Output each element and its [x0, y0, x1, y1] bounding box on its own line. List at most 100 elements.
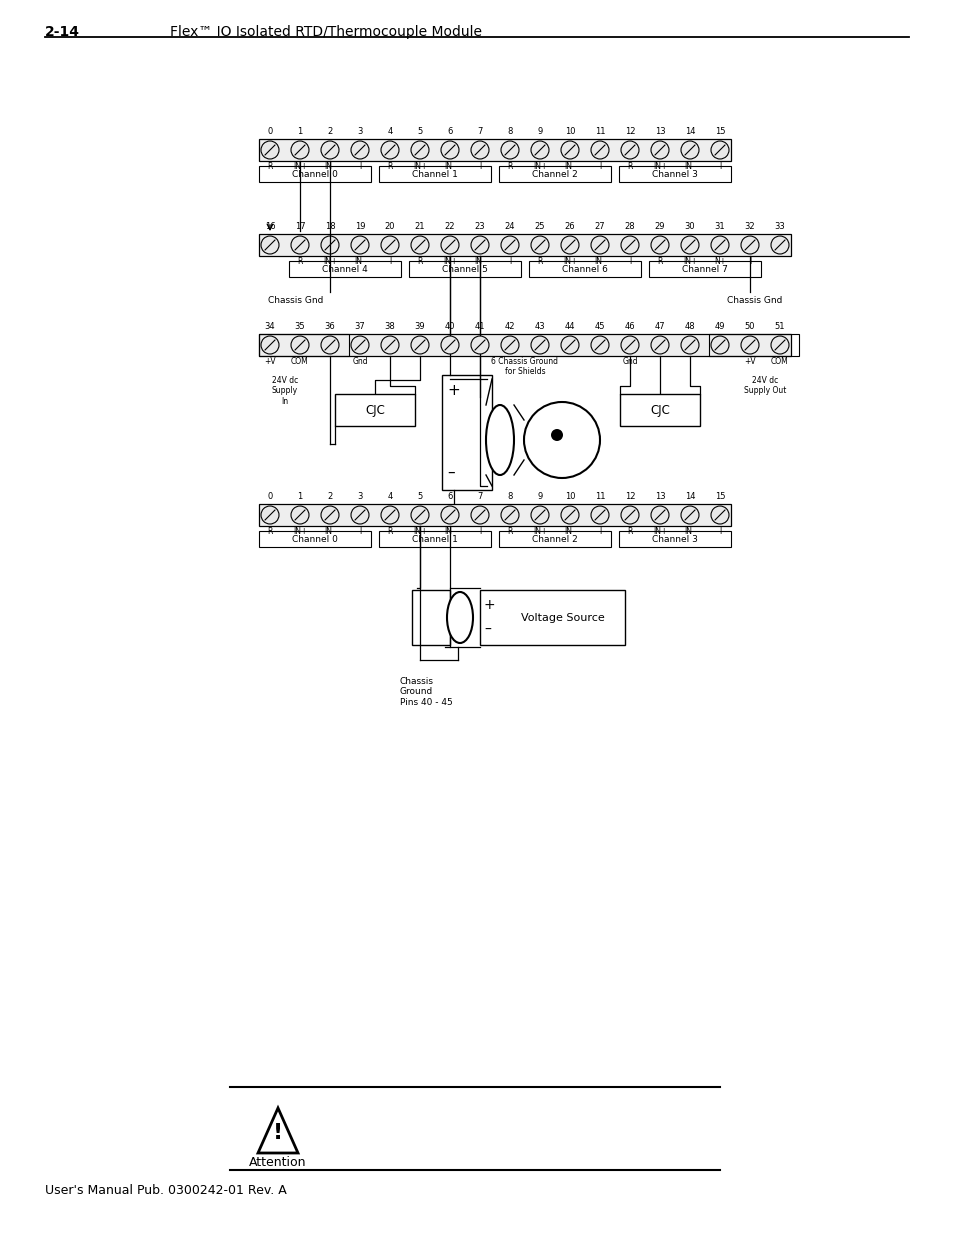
Circle shape [710, 506, 728, 524]
Circle shape [351, 506, 369, 524]
Circle shape [411, 236, 429, 254]
Text: 28: 28 [624, 222, 635, 231]
Circle shape [471, 336, 489, 354]
Text: 2: 2 [327, 492, 333, 501]
Text: 7: 7 [476, 127, 482, 136]
Bar [619, 394, 700, 426]
Text: 9: 9 [537, 127, 542, 136]
Circle shape [291, 336, 309, 354]
Circle shape [560, 506, 578, 524]
Text: 49: 49 [714, 322, 724, 331]
Text: I: I [598, 162, 600, 170]
Circle shape [551, 429, 562, 441]
Text: R: R [627, 527, 632, 536]
Bar [378, 531, 491, 547]
Text: 13: 13 [654, 127, 664, 136]
Text: 10: 10 [564, 492, 575, 501]
Text: R: R [507, 162, 512, 170]
Circle shape [560, 236, 578, 254]
Text: IN+: IN+ [652, 162, 666, 170]
Text: R: R [387, 162, 393, 170]
Bar [441, 375, 492, 490]
Circle shape [351, 141, 369, 159]
Text: R: R [416, 257, 422, 266]
Text: R: R [267, 527, 273, 536]
Text: 8: 8 [507, 492, 512, 501]
Text: 1: 1 [297, 127, 302, 136]
Circle shape [560, 336, 578, 354]
Text: CJC: CJC [649, 404, 669, 416]
Bar [412, 590, 450, 645]
Text: 18: 18 [324, 222, 335, 231]
Text: Chassis Gnd: Chassis Gnd [726, 296, 781, 305]
Text: 15: 15 [714, 492, 724, 501]
Circle shape [320, 141, 338, 159]
Text: I: I [719, 162, 720, 170]
Text: 27: 27 [594, 222, 604, 231]
Text: 31: 31 [714, 222, 724, 231]
Text: 4: 4 [387, 127, 393, 136]
Circle shape [440, 336, 458, 354]
Text: 38: 38 [384, 322, 395, 331]
Text: I: I [478, 527, 480, 536]
Circle shape [680, 141, 699, 159]
Circle shape [620, 141, 639, 159]
Text: IN+: IN+ [652, 527, 666, 536]
Text: +V: +V [743, 357, 755, 366]
Text: I: I [358, 527, 361, 536]
Text: !: ! [273, 1123, 283, 1144]
Circle shape [650, 336, 668, 354]
Text: 24: 24 [504, 222, 515, 231]
Bar [498, 165, 610, 182]
Text: 4: 4 [387, 492, 393, 501]
Text: Attention: Attention [249, 1156, 307, 1170]
Text: I: I [628, 257, 631, 266]
Text: 21: 21 [415, 222, 425, 231]
Text: 11: 11 [594, 127, 604, 136]
Text: IN-: IN- [324, 527, 335, 536]
Text: 46: 46 [624, 322, 635, 331]
Text: 41: 41 [475, 322, 485, 331]
Circle shape [710, 141, 728, 159]
Text: 10: 10 [564, 127, 575, 136]
Text: 0: 0 [267, 127, 273, 136]
Circle shape [620, 336, 639, 354]
Bar [258, 333, 349, 356]
Bar [258, 333, 790, 356]
Bar [258, 165, 371, 182]
Circle shape [320, 236, 338, 254]
Text: Gnd: Gnd [352, 357, 368, 366]
Text: 33: 33 [774, 222, 784, 231]
Text: IN+: IN+ [293, 527, 307, 536]
Text: 23: 23 [475, 222, 485, 231]
Circle shape [411, 506, 429, 524]
Circle shape [531, 141, 548, 159]
Circle shape [380, 141, 398, 159]
Circle shape [500, 236, 518, 254]
Text: 3: 3 [357, 492, 362, 501]
Text: 0: 0 [267, 492, 273, 501]
Circle shape [710, 236, 728, 254]
Circle shape [531, 236, 548, 254]
Text: 30: 30 [684, 222, 695, 231]
Text: Channel 1: Channel 1 [412, 535, 457, 543]
Text: I: I [508, 257, 511, 266]
Text: 13: 13 [654, 492, 664, 501]
Circle shape [680, 506, 699, 524]
Text: 50: 50 [744, 322, 755, 331]
Text: Channel 6: Channel 6 [561, 264, 607, 273]
Bar [378, 165, 491, 182]
Text: 47: 47 [654, 322, 664, 331]
Circle shape [650, 236, 668, 254]
Text: 48: 48 [684, 322, 695, 331]
Text: 2: 2 [327, 127, 333, 136]
Text: 32: 32 [744, 222, 755, 231]
Text: Channel 2: Channel 2 [532, 169, 578, 179]
Text: 45: 45 [594, 322, 604, 331]
Bar [498, 531, 610, 547]
Circle shape [531, 506, 548, 524]
Circle shape [261, 141, 278, 159]
Text: 43: 43 [534, 322, 545, 331]
Text: IN+: IN+ [562, 257, 577, 266]
Text: 11: 11 [594, 492, 604, 501]
